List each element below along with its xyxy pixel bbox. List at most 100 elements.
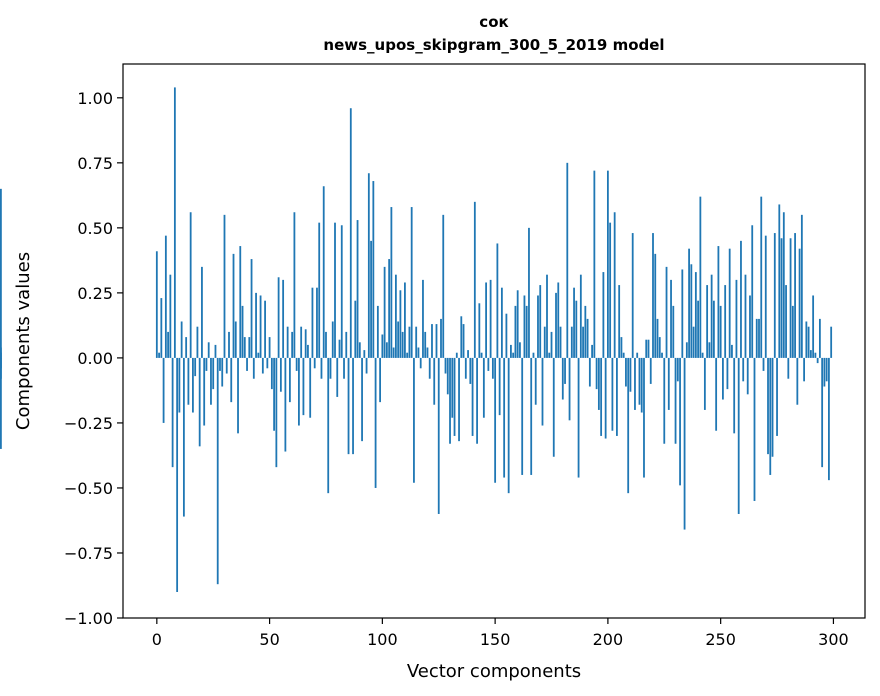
bar <box>787 357 790 379</box>
bar <box>273 357 275 431</box>
bar <box>543 326 546 358</box>
bar <box>0 188 2 358</box>
bar <box>329 357 332 379</box>
bar <box>773 233 776 358</box>
bar <box>719 305 722 358</box>
bar <box>746 357 749 395</box>
bar <box>361 357 363 442</box>
bar <box>417 347 420 358</box>
bar <box>383 266 386 358</box>
bar <box>331 321 334 358</box>
bar <box>559 326 562 358</box>
bar <box>203 357 206 426</box>
bar <box>0 357 2 449</box>
bar <box>284 357 287 452</box>
bar <box>241 305 244 358</box>
bar <box>316 287 318 358</box>
bar <box>512 352 515 358</box>
bar <box>800 214 803 358</box>
x-tick-label: 0 <box>152 630 162 649</box>
bar <box>255 292 257 358</box>
bar <box>422 279 424 358</box>
bar <box>372 181 375 358</box>
bar <box>266 357 269 369</box>
bar <box>187 357 190 405</box>
bar <box>169 274 172 358</box>
bar <box>717 246 720 358</box>
bar <box>489 279 492 358</box>
bar <box>309 357 312 418</box>
y-tick-label: −0.75 <box>64 544 113 563</box>
bar <box>460 316 463 358</box>
bar <box>503 357 506 478</box>
bar <box>683 357 686 530</box>
bar <box>367 173 370 358</box>
bar <box>776 357 778 436</box>
x-axis-label: Vector components <box>407 661 581 682</box>
bar <box>555 292 557 358</box>
bar <box>561 357 564 400</box>
bar <box>498 357 501 416</box>
bar <box>164 235 167 358</box>
bar <box>257 352 260 358</box>
bar <box>694 272 697 358</box>
bar <box>476 357 478 444</box>
bar <box>182 357 185 517</box>
bar <box>507 357 510 494</box>
bar <box>221 357 224 387</box>
bar <box>584 305 587 358</box>
bar <box>816 357 819 364</box>
bar <box>778 204 781 358</box>
bar <box>672 305 675 358</box>
bar <box>620 337 623 358</box>
bar <box>428 357 431 379</box>
bar <box>419 357 422 369</box>
bar <box>516 290 519 358</box>
bar <box>410 207 413 358</box>
bar <box>336 357 339 397</box>
bar <box>320 357 323 379</box>
y-axis-ticks: −1.00 −0.75 −0.50 −0.25 0.00 0.25 0.50 0.75 1.00 <box>64 89 123 628</box>
bar <box>591 344 593 358</box>
bar <box>652 233 654 358</box>
bar <box>575 300 578 358</box>
chart-subtitle: news_upos_skipgram_300_5_2019 model <box>323 36 664 54</box>
bar <box>192 357 194 413</box>
bar <box>464 357 467 379</box>
bar <box>286 326 289 358</box>
bar <box>636 352 639 358</box>
bar <box>223 214 226 358</box>
bar <box>708 342 711 358</box>
bar <box>392 347 395 358</box>
bar <box>413 357 415 483</box>
bar <box>228 331 230 358</box>
bar <box>519 342 521 358</box>
bar <box>825 357 828 382</box>
bar <box>728 248 731 358</box>
bar <box>408 326 411 358</box>
bar <box>697 300 699 358</box>
bar <box>462 324 465 358</box>
bar <box>250 259 253 358</box>
bar <box>595 357 598 390</box>
bar <box>814 352 817 358</box>
bar <box>602 272 605 358</box>
bar <box>248 337 251 358</box>
bar <box>370 240 372 358</box>
bar <box>722 357 724 400</box>
x-tick-label: 100 <box>367 630 398 649</box>
bar <box>268 337 271 358</box>
x-tick-label: 250 <box>705 630 736 649</box>
bar <box>385 342 388 358</box>
bar <box>742 357 745 382</box>
bar <box>618 285 621 358</box>
bar <box>805 321 808 358</box>
bar <box>510 344 512 358</box>
bar <box>541 357 544 426</box>
bar <box>674 357 677 444</box>
bar <box>807 326 810 358</box>
bar <box>207 342 210 358</box>
bar <box>162 357 165 423</box>
bar <box>171 357 174 468</box>
